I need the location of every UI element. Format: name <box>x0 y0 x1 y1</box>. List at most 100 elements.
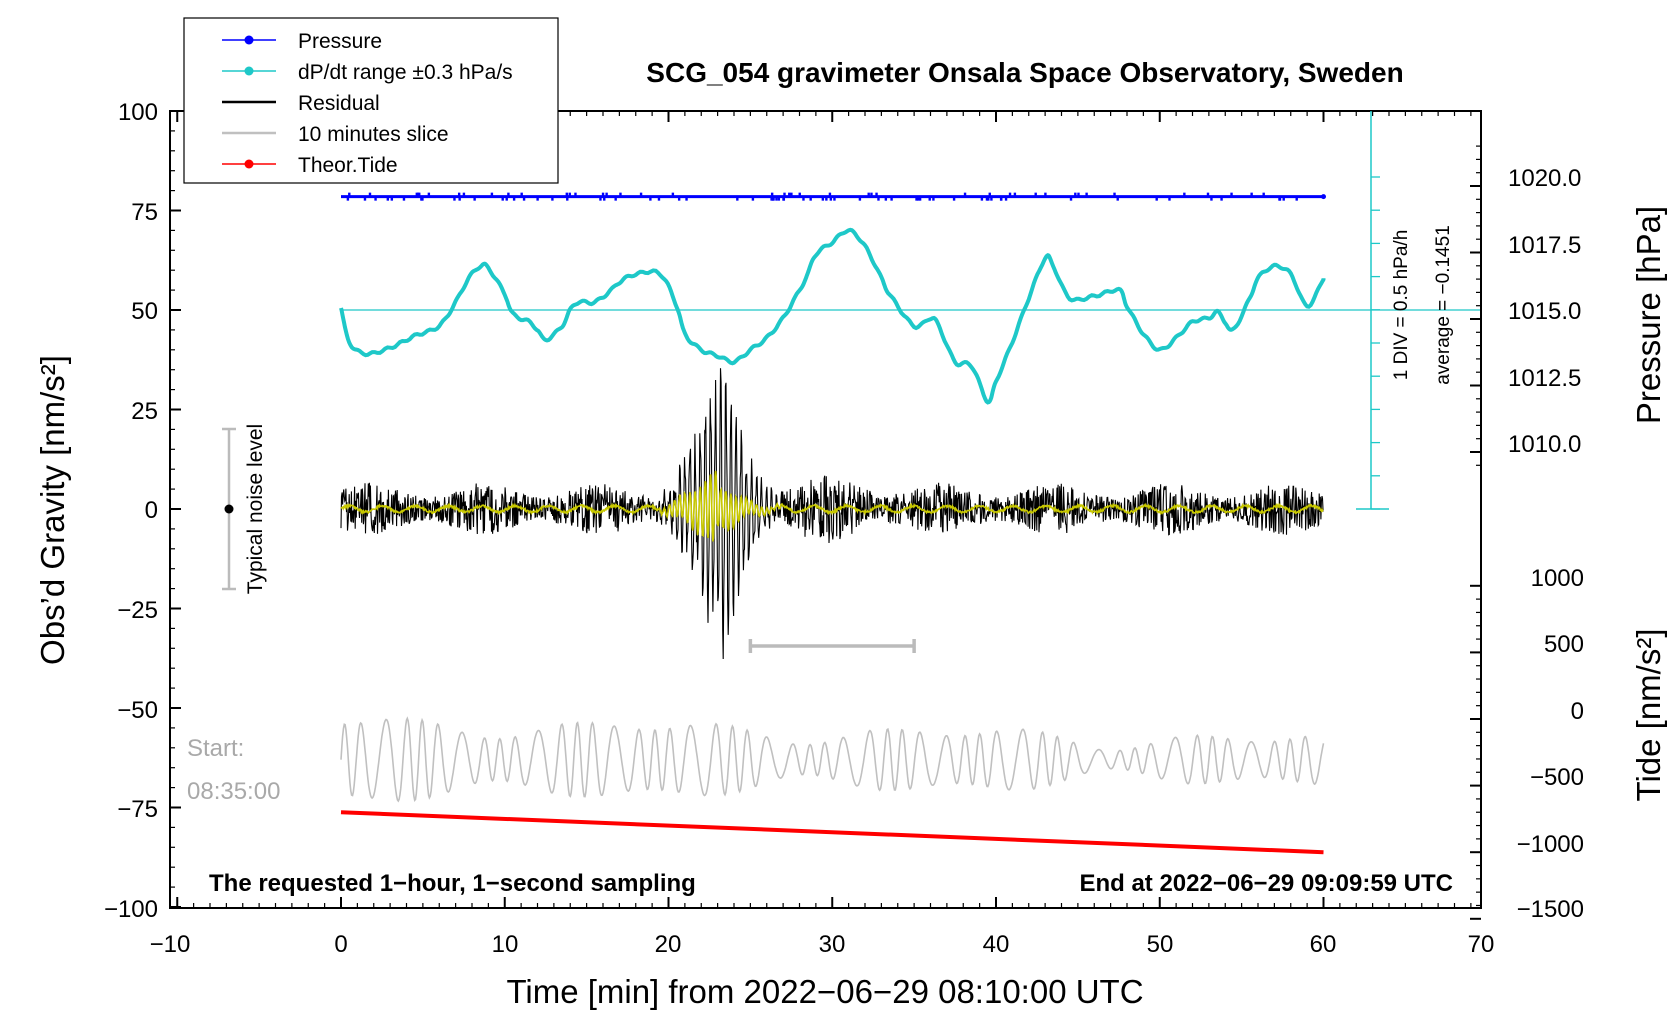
pressure-point <box>884 197 888 201</box>
pressure-point <box>770 192 774 196</box>
pressure-point <box>833 197 836 201</box>
chart-title: SCG_054 gravimeter Onsala Space Observat… <box>646 57 1403 88</box>
tide-tick-label: 1000 <box>1531 565 1584 592</box>
pressure-point <box>829 197 833 201</box>
pressure-point <box>963 192 967 196</box>
pressure-point <box>790 192 793 196</box>
y-tick-label: 0 <box>145 497 158 524</box>
pressure-point <box>453 197 456 201</box>
pressure-point <box>1113 192 1116 196</box>
noise-center-dot <box>224 504 234 514</box>
tide-tick-label: −1000 <box>1517 831 1584 858</box>
pressure-point <box>427 192 431 196</box>
pressure-point <box>473 197 476 201</box>
tide-tick-label: 500 <box>1544 631 1584 658</box>
pressure-point <box>987 197 990 201</box>
tide-tick-label: −500 <box>1530 764 1584 791</box>
y-tick-label: 25 <box>131 398 158 425</box>
pressure-point <box>917 197 920 201</box>
pressure-point <box>402 197 406 201</box>
pressure-point <box>802 197 805 201</box>
pressure-point <box>566 197 569 201</box>
pressure-point <box>990 197 993 201</box>
pressure-point <box>512 197 516 201</box>
y-tick-label: 75 <box>131 199 158 226</box>
pressure-point <box>421 197 424 201</box>
pressure-point <box>770 197 773 201</box>
x-tick-label: −10 <box>150 931 191 958</box>
pressure-point <box>985 197 989 201</box>
pressure-point <box>915 197 918 201</box>
pressure-point <box>677 197 681 201</box>
pressure-point <box>346 197 350 201</box>
pressure-point <box>363 197 367 201</box>
residual-series-line <box>340 368 1324 660</box>
pressure-point <box>639 192 643 196</box>
pressure-series <box>341 192 1326 201</box>
pressure-point <box>348 192 351 196</box>
pressure-point <box>1168 197 1171 201</box>
pressure-point <box>736 197 739 201</box>
legend-entry-residual: Residual <box>222 92 380 115</box>
pressure-point <box>828 192 832 196</box>
sampling-note: The requested 1−hour, 1−second sampling <box>209 870 696 897</box>
end-note: End at 2022−06−29 09:09:59 UTC <box>1079 870 1453 897</box>
pressure-point <box>1230 192 1233 196</box>
pressure-point <box>522 197 526 201</box>
y-tick-label: −100 <box>104 896 158 923</box>
noise-label: Typical noise level <box>244 424 267 594</box>
pressure-point <box>685 197 688 201</box>
pressure-point <box>932 197 935 201</box>
legend-box <box>183 17 559 184</box>
average-label: average = −0.1451 <box>1433 225 1454 385</box>
y-tick-label: −75 <box>117 796 158 823</box>
pressure-point <box>798 192 801 196</box>
pressure-point <box>875 192 878 196</box>
data-layer <box>339 192 1326 855</box>
x-axis-title: Time [min] from 2022−06−29 08:10:00 UTC <box>506 973 1143 1010</box>
pressure-point <box>1074 192 1077 196</box>
y-axis-title-left: Obs’d Gravity [nm/s²] <box>34 355 71 665</box>
theor-tide-line <box>340 810 1324 855</box>
y-tick-label: 100 <box>118 99 158 126</box>
legend-marker-pressure <box>244 35 254 45</box>
pressure-point <box>501 197 504 201</box>
pressure-tick-label: 1010.0 <box>1508 431 1581 458</box>
pressure-point <box>1077 192 1080 196</box>
pressure-point <box>980 197 984 201</box>
pressure-point <box>568 192 571 196</box>
pressure-point <box>457 192 461 196</box>
legend-marker-theor <box>244 159 254 169</box>
pressure-point <box>858 197 862 201</box>
pressure-point <box>614 197 617 201</box>
pressure-point <box>1008 192 1012 196</box>
pressure-point <box>783 192 786 196</box>
pressure-point <box>1116 197 1119 201</box>
pressure-tick-label: 1017.5 <box>1508 232 1581 259</box>
slice-series-line <box>340 716 1325 803</box>
y-tick-label: −25 <box>117 597 158 624</box>
tide-tick-label: −1500 <box>1517 896 1584 923</box>
start-label: Start: <box>187 735 244 762</box>
pressure-point <box>368 192 372 196</box>
pressure-point <box>490 192 494 196</box>
pressure-point <box>601 192 605 196</box>
pressure-point <box>603 197 606 201</box>
pressure-point <box>386 197 390 201</box>
pressure-point <box>1210 197 1213 201</box>
x-tick-labels: −10 0 10 20 30 40 50 60 70 <box>150 931 1495 958</box>
pressure-point <box>574 192 577 196</box>
x-tick-label: 40 <box>983 931 1010 958</box>
pressure-point <box>890 197 893 201</box>
residual-smooth-line <box>340 470 1324 542</box>
pressure-point <box>870 192 873 196</box>
pressure-point <box>809 197 812 201</box>
dpdt-scale-axis <box>1356 111 1389 510</box>
pressure-point <box>1034 192 1037 196</box>
pressure-point <box>1220 197 1223 201</box>
pressure-tick-label: 1015.0 <box>1508 298 1581 325</box>
pressure-tick-label: 1020.0 <box>1508 165 1581 192</box>
pressure-point <box>415 192 419 196</box>
pressure-point <box>605 192 608 196</box>
y-tick-label: 50 <box>131 298 158 325</box>
